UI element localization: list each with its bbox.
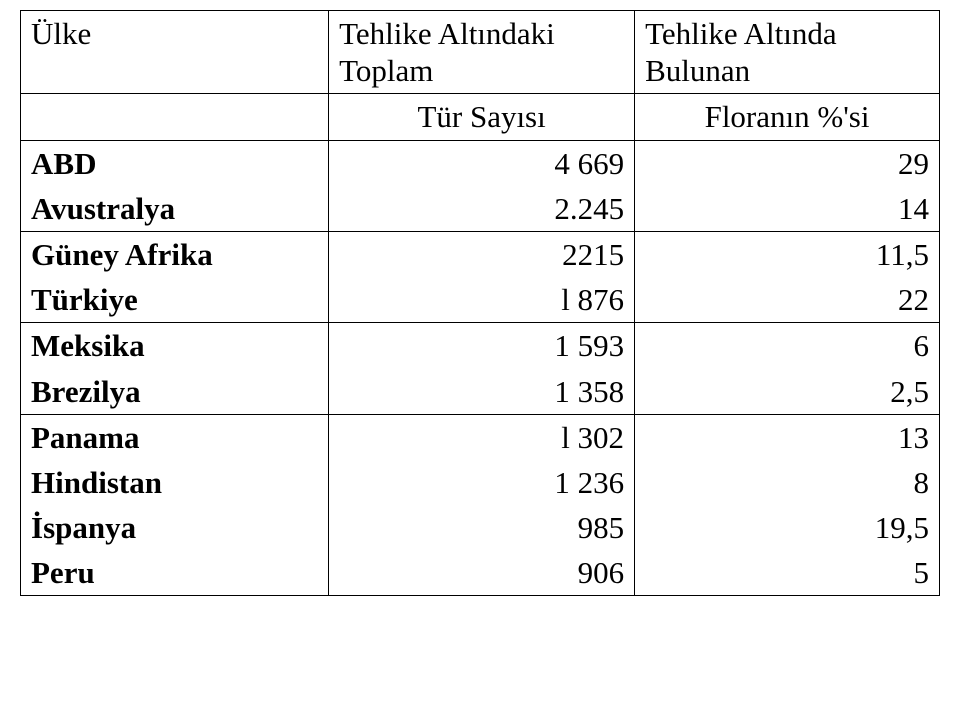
species-cell: 1 358 bbox=[329, 369, 635, 415]
header-country: Ülke bbox=[21, 11, 329, 94]
header-total: Tehlike Altındaki Toplam bbox=[329, 11, 635, 94]
pct-cell: 19,5 bbox=[635, 505, 940, 550]
table-row: ABD4 66929 bbox=[21, 140, 940, 186]
country-cell: Brezilya bbox=[21, 369, 329, 415]
pct-cell: 5 bbox=[635, 550, 940, 596]
page: Ülke Tehlike Altındaki Toplam Tehlike Al… bbox=[0, 10, 959, 704]
pct-cell: 6 bbox=[635, 323, 940, 369]
header-flora-line2: Bulunan bbox=[645, 53, 750, 88]
species-cell: 2215 bbox=[329, 231, 635, 277]
table-row: Brezilya1 3582,5 bbox=[21, 369, 940, 415]
pct-cell: 29 bbox=[635, 140, 940, 186]
table-subheader-row: Tür Sayısı Floranın %'si bbox=[21, 94, 940, 140]
country-cell: İspanya bbox=[21, 505, 329, 550]
species-cell: 1 593 bbox=[329, 323, 635, 369]
table-row: Panamal 30213 bbox=[21, 414, 940, 460]
country-cell: Güney Afrika bbox=[21, 231, 329, 277]
header-total-line1: Tehlike Altındaki bbox=[339, 16, 555, 51]
species-cell: 906 bbox=[329, 550, 635, 596]
table-row: Peru9065 bbox=[21, 550, 940, 596]
country-cell: Meksika bbox=[21, 323, 329, 369]
table-row: Meksika1 5936 bbox=[21, 323, 940, 369]
species-cell: 4 669 bbox=[329, 140, 635, 186]
header-total-line2: Toplam bbox=[339, 53, 433, 88]
country-cell: Hindistan bbox=[21, 460, 329, 505]
subheader-empty bbox=[21, 94, 329, 140]
table-row: Güney Afrika221511,5 bbox=[21, 231, 940, 277]
pct-cell: 11,5 bbox=[635, 231, 940, 277]
country-cell: Panama bbox=[21, 414, 329, 460]
species-cell: 2.245 bbox=[329, 186, 635, 232]
country-cell: Peru bbox=[21, 550, 329, 596]
species-cell: l 302 bbox=[329, 414, 635, 460]
species-cell: 1 236 bbox=[329, 460, 635, 505]
species-cell: l 876 bbox=[329, 277, 635, 323]
pct-cell: 14 bbox=[635, 186, 940, 232]
country-cell: ABD bbox=[21, 140, 329, 186]
pct-cell: 2,5 bbox=[635, 369, 940, 415]
subheader-species: Tür Sayısı bbox=[329, 94, 635, 140]
table-header-row: Ülke Tehlike Altındaki Toplam Tehlike Al… bbox=[21, 11, 940, 94]
pct-cell: 8 bbox=[635, 460, 940, 505]
table-row: Hindistan1 2368 bbox=[21, 460, 940, 505]
species-cell: 985 bbox=[329, 505, 635, 550]
table-row: Avustralya2.24514 bbox=[21, 186, 940, 232]
header-flora-line1: Tehlike Altında bbox=[645, 16, 837, 51]
country-cell: Türkiye bbox=[21, 277, 329, 323]
table-row: Türkiyel 87622 bbox=[21, 277, 940, 323]
table-row: İspanya98519,5 bbox=[21, 505, 940, 550]
pct-cell: 13 bbox=[635, 414, 940, 460]
pct-cell: 22 bbox=[635, 277, 940, 323]
country-cell: Avustralya bbox=[21, 186, 329, 232]
species-table: Ülke Tehlike Altındaki Toplam Tehlike Al… bbox=[20, 10, 940, 596]
subheader-pct: Floranın %'si bbox=[635, 94, 940, 140]
header-flora: Tehlike Altında Bulunan bbox=[635, 11, 940, 94]
